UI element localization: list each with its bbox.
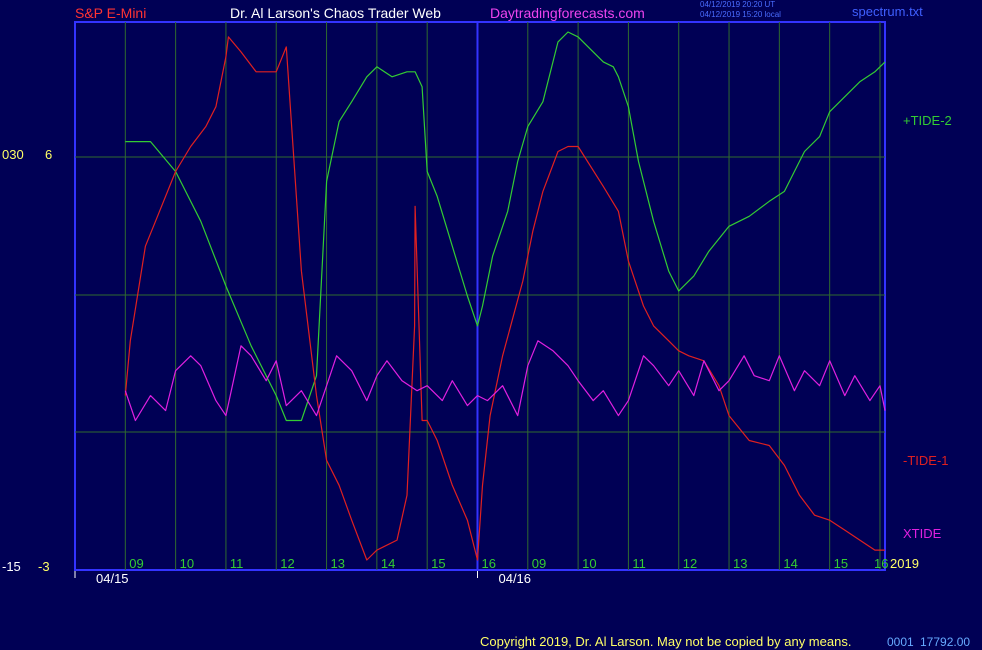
series-line-2 — [124, 340, 886, 422]
series-line-0 — [125, 31, 886, 422]
series-label-2: XTIDE — [903, 526, 942, 541]
plot-frame — [74, 21, 886, 571]
site-title: Daytradingforecasts.com — [490, 5, 645, 21]
x-tick-label-day1-16: 16 — [481, 556, 495, 571]
series-line-1 — [124, 36, 885, 561]
y-label-lower-left: -15 — [2, 559, 21, 574]
footer-value: 17792.00 — [920, 635, 971, 649]
year-label: 2019 — [890, 556, 919, 571]
x-tick-label-day2-15: 15 — [834, 556, 848, 571]
x-tick-label-day1-12: 12 — [280, 556, 294, 571]
instrument-title: S&P E-Mini — [75, 5, 147, 21]
x-tick-label-day2-11: 11 — [632, 556, 646, 571]
series-label-0: +TIDE-2 — [903, 113, 952, 128]
x-tick-label-day2-16: 16 — [874, 556, 888, 571]
timestamp-ut: 04/12/2019 20:20 UT — [700, 0, 776, 9]
y-label-upper-right: 6 — [45, 147, 53, 162]
date-label-1: 04/16 — [498, 571, 531, 586]
copyright-text: Copyright 2019, Dr. Al Larson. May not b… — [480, 634, 852, 649]
x-tick-label-day2-13: 13 — [733, 556, 747, 571]
series-label-1: -TIDE-1 — [903, 453, 949, 468]
file-name: spectrum.txt — [852, 4, 923, 19]
x-tick-label-day1-10: 10 — [180, 556, 194, 571]
author-title: Dr. Al Larson's Chaos Trader Web — [230, 5, 441, 21]
x-tick-label-day1-09: 09 — [129, 556, 143, 571]
x-tick-label-day2-14: 14 — [783, 556, 797, 571]
date-label-0: 04/15 — [96, 571, 129, 586]
x-tick-label-day1-14: 14 — [381, 556, 395, 571]
y-label-upper-left: 030 — [2, 147, 24, 162]
x-tick-label-day1-15: 15 — [431, 556, 445, 571]
timestamp-local: 04/12/2019 15:20 local — [700, 10, 781, 19]
x-tick-label-day2-12: 12 — [683, 556, 697, 571]
y-label-lower-right: -3 — [38, 559, 50, 574]
x-tick-label-day2-09: 09 — [532, 556, 546, 571]
x-tick-label-day1-11: 11 — [230, 556, 244, 571]
x-tick-label-day2-10: 10 — [582, 556, 596, 571]
footer-code: 0001 — [887, 635, 914, 649]
x-tick-label-day1-13: 13 — [331, 556, 345, 571]
